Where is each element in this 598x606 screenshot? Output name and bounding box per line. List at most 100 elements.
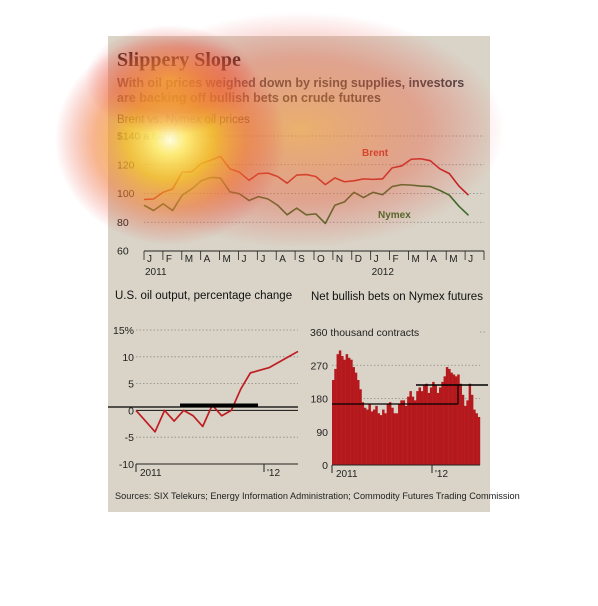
bets-bar (404, 405, 408, 465)
top-x-tick-label: F (166, 254, 172, 265)
output-y-tick-label: -5 (125, 432, 134, 444)
bets-bar (464, 405, 467, 465)
output-y-tick-label: 10 (122, 352, 134, 364)
bets-bar (459, 383, 462, 465)
bets-bar (423, 385, 426, 465)
bets-bar (450, 372, 453, 465)
nymex-line (143, 176, 470, 225)
bets-bar (416, 391, 419, 465)
bets-bar (420, 391, 424, 465)
bets-bar (434, 385, 437, 465)
top-x-tick-label: A (430, 254, 437, 265)
top-x-tick-label: M (185, 254, 193, 265)
output-x-label: '12 (267, 468, 280, 479)
bets-bar (454, 376, 458, 465)
top-y-tick-label: 80 (117, 217, 129, 229)
bets-bar (402, 400, 406, 465)
top-x-tick-label: M (449, 254, 457, 265)
bets-bar (475, 413, 478, 465)
bets-bar (382, 409, 385, 465)
bets-bar (425, 383, 428, 465)
bets-bar (384, 413, 387, 465)
bets-bar (448, 368, 451, 465)
bets-bar (379, 415, 383, 465)
bets-bar (429, 387, 433, 465)
top-x-tick-label: J (468, 254, 473, 265)
bets-bar (413, 400, 417, 465)
bets-bar (443, 376, 447, 465)
bets-bar (347, 357, 351, 465)
output-y-tick-label: 0 (128, 405, 134, 417)
bets-bar (388, 402, 392, 465)
bets-bar (359, 389, 362, 465)
bets-bar (334, 368, 337, 465)
bets-y-tick-label: 360 thousand contracts (310, 327, 419, 339)
brent-line (143, 155, 470, 201)
bets-bar (332, 380, 335, 465)
output-y-tick-label: -10 (119, 459, 134, 471)
bets-y-tick-label: 270 (310, 360, 328, 372)
bets-bar (436, 392, 440, 465)
bets-bar (407, 396, 410, 465)
top-year-label: 2012 (372, 267, 395, 278)
bets-bar (409, 391, 412, 465)
top-x-tick-label: J (241, 254, 246, 265)
bets-bar (343, 359, 346, 465)
top-y-tick-label: 60 (117, 246, 129, 258)
bets-bar (366, 409, 369, 465)
bets-bar (411, 396, 415, 465)
top-y-tick-label: 100 (117, 188, 135, 200)
top-x-tick-label: M (223, 254, 231, 265)
top-x-tick-label: J (260, 254, 265, 265)
bets-bar (354, 372, 358, 465)
bets-bar (461, 394, 465, 465)
top-x-tick-label: M (411, 254, 419, 265)
bets-bar (386, 404, 390, 465)
bets-bar (357, 380, 360, 465)
bets-bar (418, 387, 421, 465)
bets-bar (341, 356, 344, 465)
bets-bar (350, 359, 353, 465)
source-note: Sources: SIX Telekurs; Energy Informatio… (115, 491, 520, 501)
top-x-tick-label: J (374, 254, 379, 265)
bets-bar (395, 413, 399, 465)
bets-bar (439, 387, 442, 465)
bets-bar (468, 383, 472, 465)
output-line (135, 350, 299, 433)
output-x-label: 2011 (140, 468, 162, 479)
top-year-label: 2011 (145, 267, 167, 278)
bets-bar (432, 381, 435, 465)
bets-x-label: '12 (435, 469, 448, 480)
bets-bar (352, 367, 355, 465)
top-x-tick-label: J (147, 254, 152, 265)
top-x-tick-label: O (317, 254, 325, 265)
bets-bar (441, 381, 444, 465)
top-x-tick-label: S (298, 254, 305, 265)
bets-bar (391, 407, 394, 465)
bets-bar (473, 409, 476, 465)
bets-bar (398, 404, 401, 465)
bets-bar (393, 413, 396, 465)
bets-bar (400, 400, 403, 465)
bets-y-tick-label: 180 (310, 394, 328, 406)
top-y-tick-label: 120 (117, 159, 135, 171)
bets-bar (372, 409, 376, 465)
nymex-series-label: Nymex (378, 210, 411, 221)
bets-bar (363, 407, 367, 465)
bets-bar (445, 367, 449, 465)
output-chart-title: U.S. oil output, percentage change (115, 290, 293, 302)
top-x-tick-label: N (336, 254, 343, 265)
bets-y-tick-label: 0 (322, 460, 328, 472)
bets-y-tick-label: 90 (316, 427, 328, 439)
bets-chart-title: Net bullish bets on Nymex futures (311, 291, 483, 303)
bets-bar (477, 416, 481, 465)
bets-bar (375, 405, 378, 465)
chart-panel: Slippery Slope With oil prices weighed d… (108, 36, 520, 512)
bets-bar (370, 411, 374, 465)
bets-bar (452, 374, 456, 465)
bets-bar (368, 404, 371, 465)
output-y-tick-label: 5 (128, 379, 134, 391)
bets-bar (336, 354, 340, 465)
bets-bar (338, 350, 342, 465)
